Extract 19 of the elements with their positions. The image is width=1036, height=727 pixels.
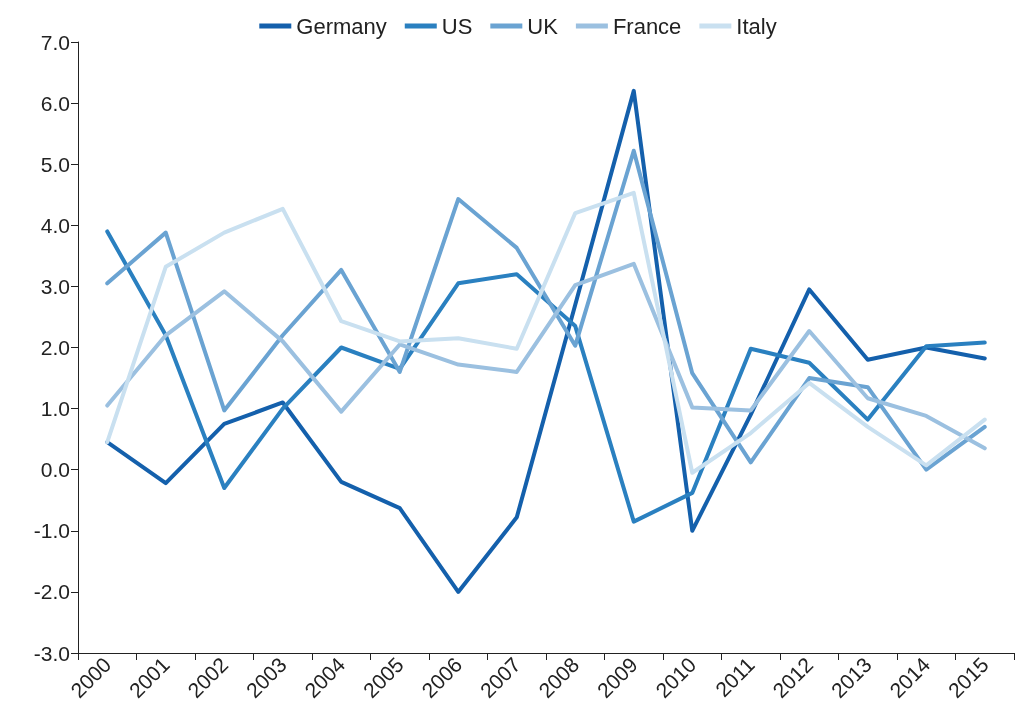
line-series — [105, 229, 987, 524]
y-tick-label: -2.0 — [33, 580, 70, 604]
legend-label: US — [441, 13, 473, 39]
line-series — [105, 261, 987, 451]
y-tick-label: -3.0 — [33, 641, 70, 665]
y-tick-label: 4.0 — [40, 213, 70, 237]
y-tick-label: 0.0 — [40, 458, 70, 482]
line-series — [105, 88, 987, 594]
legend-label: Italy — [736, 13, 777, 39]
y-tick-label: 7.0 — [40, 30, 70, 54]
y-tick-label: 1.0 — [40, 397, 70, 421]
y-tick-label: 5.0 — [40, 152, 70, 176]
y-tick-label: -1.0 — [33, 519, 70, 543]
y-tick-label: 2.0 — [40, 336, 70, 359]
y-tick-label: 6.0 — [40, 91, 70, 115]
y-tick-label: 3.0 — [40, 274, 70, 298]
legend-label: UK — [527, 13, 559, 39]
legend-label: France — [612, 13, 682, 39]
legend-label: Germany — [296, 13, 387, 39]
